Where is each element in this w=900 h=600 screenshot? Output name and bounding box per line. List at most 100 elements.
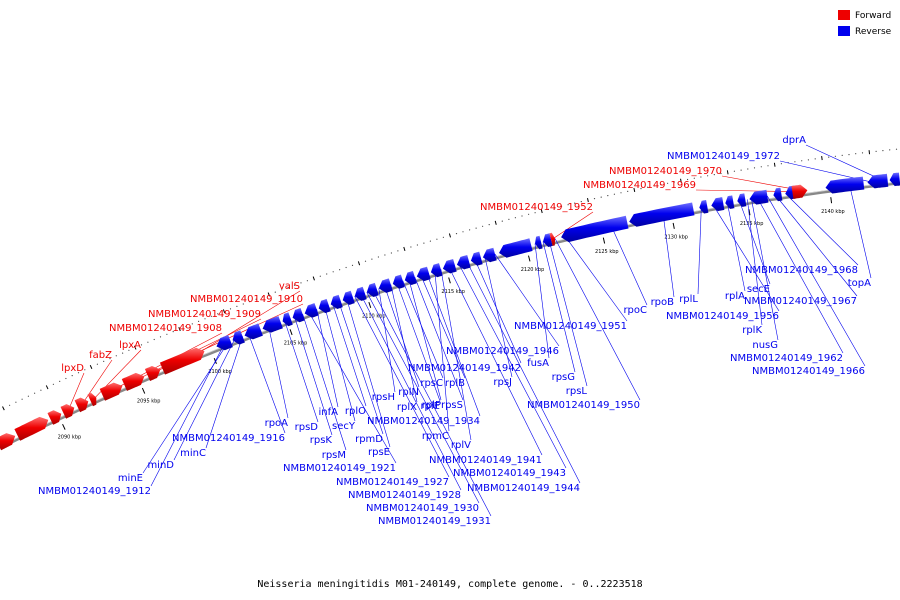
gene-label-nmbm01240149-1931: NMBM01240149_1931	[378, 516, 491, 527]
outer-dot-track	[2, 148, 898, 411]
leader-line	[466, 261, 581, 484]
scale-ticks: 2090 kbp 2095 kbp 2100 kbp 2105 kbp 2110 kbp…	[58, 197, 845, 441]
leader-line	[767, 196, 866, 367]
gene-label-rplb: rplB	[445, 378, 465, 389]
dot-track-mark	[178, 327, 181, 332]
leader-line	[440, 269, 472, 441]
leader-line	[695, 189, 798, 192]
leader-line	[610, 225, 648, 306]
dot-track-dot	[482, 225, 484, 227]
dot-track-dot	[882, 150, 884, 152]
leader-line	[414, 276, 464, 401]
dot-track-dot	[547, 208, 549, 210]
leader-line	[713, 205, 780, 312]
dot-track-mark	[45, 385, 49, 390]
scale-tick-label: 2090 kbp	[58, 435, 82, 441]
reverse-gene-arrow	[456, 255, 471, 270]
dot-track-dot	[204, 318, 206, 320]
scale-tick-label: 2095 kbp	[137, 399, 161, 405]
gene-label-rpmd: rpmD	[355, 434, 383, 445]
dot-track-dot	[707, 175, 709, 177]
forward-gene-arrow	[60, 404, 75, 419]
reverse-gene-arrow	[392, 274, 405, 289]
gene-label-vals: valS	[279, 281, 300, 292]
leader-line	[534, 243, 550, 359]
dot-track-mark	[633, 187, 636, 193]
dot-track-dot	[693, 177, 695, 179]
reverse-gene-arrow	[442, 259, 457, 274]
leader-line	[360, 294, 462, 491]
leader-line	[268, 326, 289, 419]
leader-line	[548, 240, 588, 387]
leader-line	[302, 314, 347, 451]
dot-track-mark	[312, 276, 315, 281]
leader-line	[294, 316, 333, 436]
scale-tick-label: 2130 kbp	[664, 235, 688, 241]
gene-label-mind: minD	[147, 460, 174, 471]
leader-line	[68, 372, 85, 411]
dot-track-dot	[475, 227, 477, 229]
dot-track-dot	[700, 176, 702, 178]
gene-label-nmbm01240149-1966: NMBM01240149_1966	[752, 366, 865, 377]
dot-track-mark	[540, 208, 543, 214]
reverse-gene-arrow	[232, 330, 245, 345]
reverse-gene-arrow	[470, 251, 483, 266]
gene-label-nmbm01240149-1969: NMBM01240149_1969	[583, 180, 696, 191]
gene-label-mine: minE	[118, 473, 143, 484]
gene-label-nmbm01240149-1968: NMBM01240149_1968	[745, 265, 858, 276]
dot-track-dot	[613, 193, 616, 195]
dot-track-dot	[71, 375, 73, 377]
dot-track-dot	[96, 363, 98, 365]
gene-label-rpsk: rpsK	[310, 435, 333, 446]
forward-gene-arrow	[74, 397, 89, 413]
forward-gene-arrow	[144, 366, 161, 381]
scale-tick	[830, 197, 833, 204]
dot-track-dot	[21, 398, 23, 400]
reverse-gene-arrow	[699, 200, 709, 214]
scale-tick	[368, 301, 372, 308]
dot-track-dot	[653, 185, 655, 187]
dot-track-dot	[159, 336, 162, 338]
reverse-gene-arrow	[629, 202, 695, 227]
reverse-gene-arrow	[330, 294, 343, 309]
dot-track-dot	[442, 236, 444, 238]
gene-label-nmbm01240149-1956: NMBM01240149_1956	[666, 311, 779, 322]
reverse-gene-arrow	[378, 278, 393, 293]
reverse-gene-arrow	[725, 195, 735, 209]
gene-label-rple: rplE	[420, 401, 440, 412]
dot-track-mark	[133, 345, 137, 350]
dot-track-dot	[34, 392, 36, 394]
dot-track-mark	[726, 170, 729, 175]
dot-track-dot	[534, 212, 536, 214]
gene-label-rpll: rplL	[679, 294, 698, 305]
reverse-gene-arrow	[262, 316, 283, 333]
dot-track-dot	[185, 325, 187, 328]
dot-track-dot	[153, 338, 155, 341]
leader-line	[662, 214, 675, 298]
leader-line	[542, 241, 576, 373]
dot-track-dot	[287, 286, 289, 289]
dot-track-dot	[416, 244, 418, 246]
reverse-gene-arrow	[244, 323, 263, 340]
dot-track-dot	[281, 289, 283, 291]
dot-track-dot	[84, 369, 86, 371]
dot-track-dot	[673, 181, 675, 183]
gene-label-rpss: rpsS	[441, 400, 463, 411]
reverse-gene-arrow	[711, 197, 725, 212]
legend-forward-label: Forward	[855, 11, 891, 21]
dot-track-dot	[351, 264, 354, 266]
gene-label-nmbm01240149-1928: NMBM01240149_1928	[348, 490, 461, 501]
reverse-gene-arrow	[304, 303, 319, 318]
reverse-gene-arrow	[737, 193, 747, 207]
dot-track-dot	[720, 172, 722, 175]
dot-track-dot	[410, 246, 412, 248]
scale-tick	[62, 423, 66, 430]
dot-track-dot	[889, 149, 891, 151]
gene-label-rpla: rplA	[725, 291, 745, 302]
dot-track-mark	[403, 246, 406, 252]
gene-label-nmbm01240149-1908: NMBM01240149_1908	[109, 323, 222, 334]
dot-track-dot	[364, 260, 367, 262]
dot-track-dot	[560, 205, 563, 207]
leader-line	[564, 236, 628, 322]
leader-line	[751, 198, 779, 341]
